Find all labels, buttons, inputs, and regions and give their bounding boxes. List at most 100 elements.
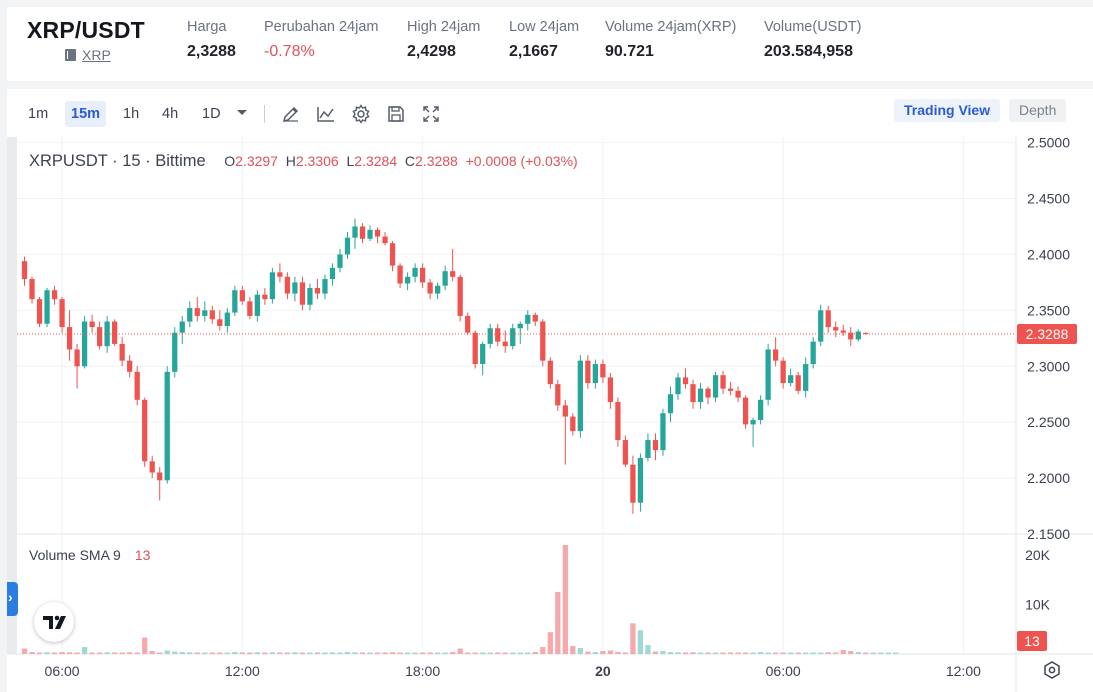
volume-bar — [525, 652, 531, 654]
volume-bar — [742, 652, 749, 654]
candle-body — [562, 405, 568, 417]
coin-link[interactable]: XRP — [65, 47, 111, 63]
candle-body — [637, 457, 644, 503]
timeframe-1m[interactable]: 1m — [28, 106, 49, 122]
candle-body — [224, 312, 230, 326]
pencil-icon[interactable] — [280, 103, 302, 125]
volume-bar — [780, 652, 786, 654]
candle-body — [615, 402, 621, 441]
candle-body — [645, 440, 651, 458]
ohlc-values: O2.3297 H2.3306 L2.3284 C2.3288 +0.0008 … — [224, 153, 577, 169]
toolbar-divider — [264, 105, 265, 123]
candle-body — [367, 229, 373, 239]
candle-body — [450, 271, 456, 277]
volume-bar — [277, 652, 283, 654]
stat-volume-xrp: Volume 24jam(XRP) 90.721 — [605, 19, 736, 61]
volume-bar — [487, 652, 493, 654]
line-chart-icon[interactable] — [315, 103, 337, 125]
candle-body — [652, 440, 659, 451]
volume-bar — [44, 652, 50, 654]
stat-value: 203.584,958 — [764, 43, 853, 60]
volume-bar — [615, 652, 621, 654]
open-label: O — [224, 153, 236, 169]
volume-bar — [570, 646, 576, 654]
candle-body — [112, 321, 118, 344]
last-volume-label: 13 — [1024, 633, 1040, 649]
stat-label: High 24jam — [407, 19, 481, 35]
volume-bar — [284, 652, 291, 654]
save-icon[interactable] — [385, 103, 407, 125]
candle-body — [217, 319, 223, 326]
stat-value: 90.721 — [605, 43, 654, 60]
candle-body — [209, 310, 215, 320]
volume-bar — [878, 652, 884, 654]
time-tick-label: 12:00 — [225, 663, 260, 679]
hexagon-settings-icon[interactable] — [1042, 660, 1062, 680]
chevron-down-icon[interactable] — [234, 105, 250, 121]
timeframe-15m[interactable]: 15m — [65, 101, 107, 127]
candle-body — [720, 375, 726, 389]
volume-bar — [825, 652, 831, 654]
volume-bar — [502, 652, 508, 654]
timeframe-4h[interactable]: 4h — [162, 106, 179, 122]
candle-body — [307, 287, 313, 305]
candle-body — [352, 226, 358, 238]
expand-panel-tab[interactable] — [7, 582, 18, 616]
candle-body — [825, 310, 831, 328]
volume-bar — [359, 652, 366, 654]
volume-bar — [540, 647, 546, 654]
candle-body — [329, 267, 336, 280]
candle-body — [622, 440, 629, 465]
volume-bar — [870, 652, 876, 654]
depth-button[interactable]: Depth — [1009, 99, 1067, 122]
price-tick-label: 2.2500 — [1027, 414, 1070, 430]
candle-body — [164, 371, 170, 481]
price-tick-label: 2.3500 — [1027, 302, 1070, 318]
last-volume-badge — [1017, 631, 1047, 651]
tradingview-logo[interactable] — [34, 602, 74, 642]
volume-bar — [705, 652, 711, 654]
stat-label: Volume 24jam(XRP) — [605, 19, 737, 35]
volume-bar — [660, 651, 666, 654]
high-label: H — [285, 153, 296, 169]
candle-body — [89, 321, 95, 328]
candle-body — [803, 364, 809, 391]
price-chart[interactable]: 2.1500 2.2000 2.2500 2.3000 2.3500 2.4000 2.45… — [7, 137, 1093, 692]
candle-body — [810, 341, 816, 365]
candle-body — [344, 237, 351, 255]
volume-bar — [675, 652, 681, 654]
candle-body — [848, 332, 854, 340]
candle-body — [292, 282, 298, 294]
volume-bar — [750, 652, 756, 654]
volume-bar — [795, 652, 801, 654]
trading-view-button[interactable]: Trading View — [894, 99, 1001, 122]
candle-body — [179, 321, 185, 333]
price-tick-label: 2.4500 — [1027, 191, 1070, 207]
volume-bar — [532, 652, 538, 654]
time-tick-label: 06:00 — [45, 663, 80, 679]
volume-bar — [194, 652, 200, 654]
change-value: +0.0008 (+0.03%) — [465, 153, 578, 169]
volume-bar — [36, 652, 43, 654]
stat-high-24h: High 24jam 2,4298 — [407, 19, 480, 61]
candle-body — [795, 375, 801, 391]
volume-bar — [112, 652, 118, 654]
candle-body — [157, 472, 163, 481]
volume-bar — [637, 630, 644, 654]
time-tick-label: 12:00 — [946, 663, 981, 679]
fullscreen-icon[interactable] — [420, 103, 442, 125]
gear-icon[interactable] — [350, 103, 372, 125]
volume-bar — [337, 652, 343, 654]
candle-body — [727, 388, 734, 391]
volume-bar — [419, 652, 426, 654]
volume-bar — [547, 632, 553, 654]
volume-bar — [209, 652, 215, 654]
volume-bar — [344, 652, 351, 654]
candle-body — [833, 327, 839, 331]
candle-body — [788, 375, 794, 384]
timeframe-1d[interactable]: 1D — [202, 106, 221, 122]
timeframe-1h[interactable]: 1h — [123, 106, 140, 122]
price-tick-label: 2.2000 — [1027, 470, 1070, 486]
volume-bar — [682, 652, 689, 654]
open-value: 2.3297 — [235, 153, 278, 169]
